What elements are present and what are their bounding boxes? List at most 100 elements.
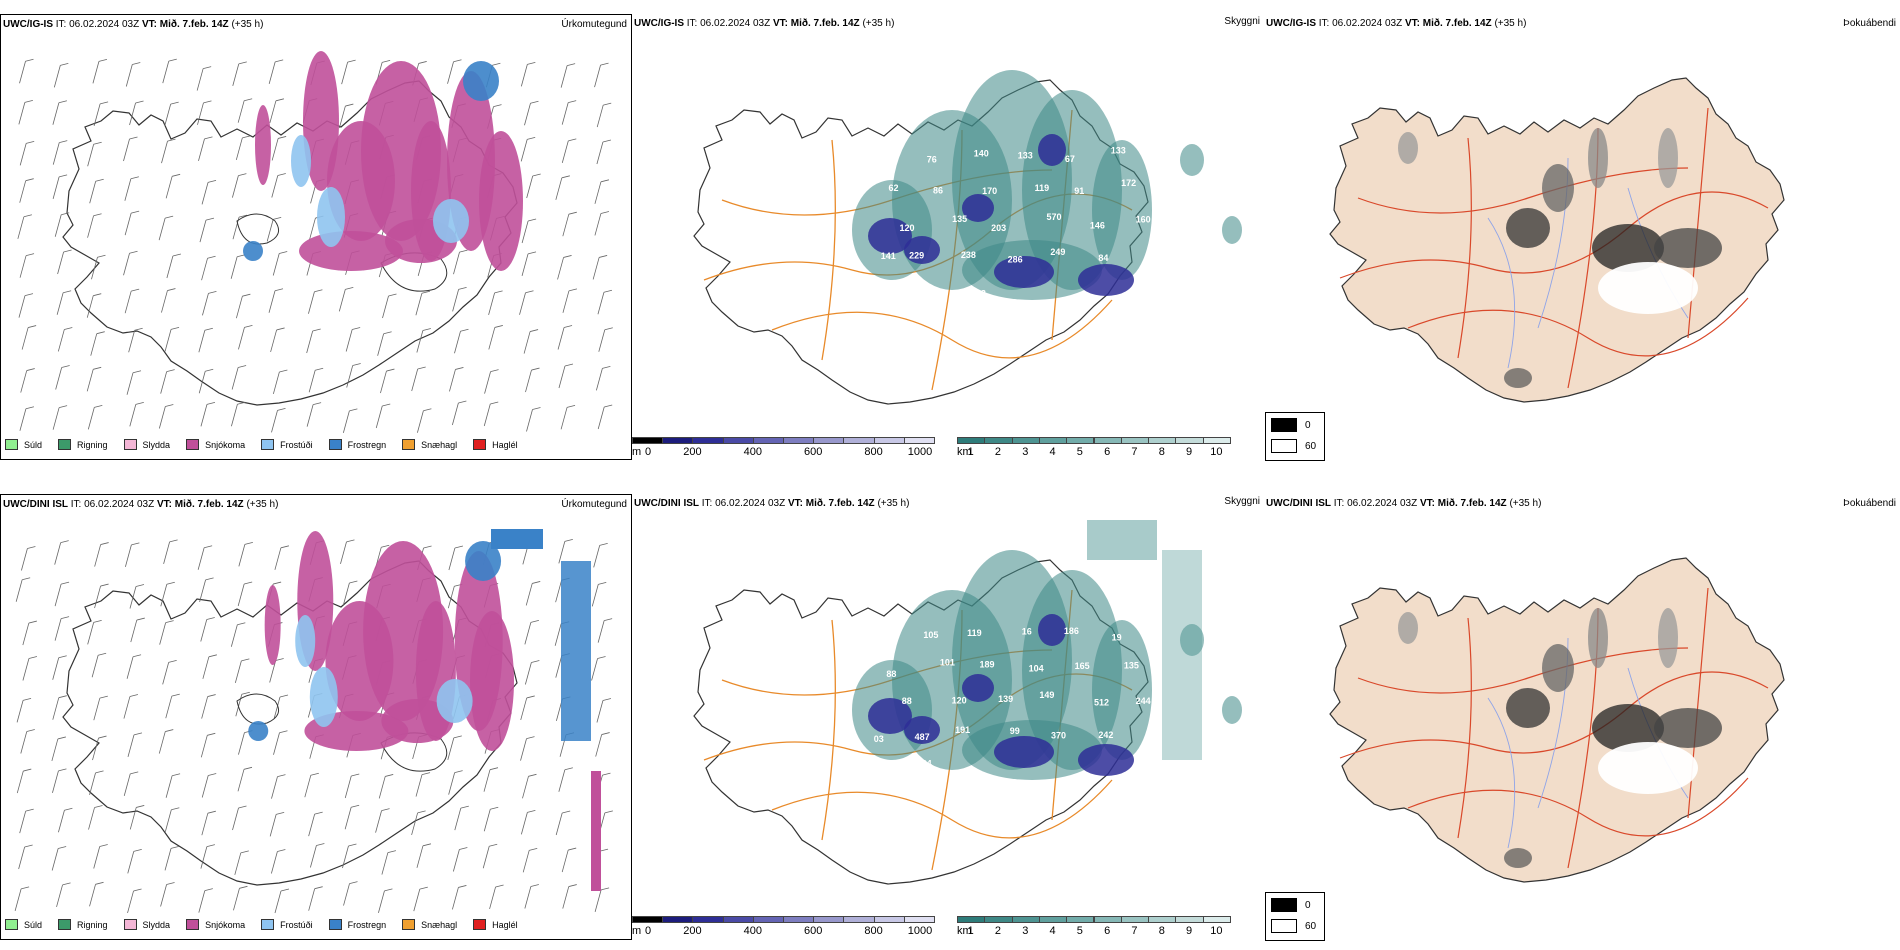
panel-type-label: Úrkomutegund xyxy=(561,19,627,30)
legend-item: Rigning xyxy=(58,919,108,930)
iceland-map-layer xyxy=(17,51,613,434)
visibility-value-label: 16 xyxy=(1022,627,1032,637)
fog-legend-swatch xyxy=(1271,898,1297,912)
colorbar-tick-label: 1 xyxy=(967,925,974,937)
legend-label: Súld xyxy=(24,919,43,930)
fog-index-field xyxy=(1398,128,1722,388)
colorbar-tick-label: 6 xyxy=(1104,446,1111,458)
legend-item: Slydda xyxy=(123,439,170,450)
colorbar-segment xyxy=(752,437,784,444)
colorbar-tick-label: 200 xyxy=(683,446,702,458)
fog-legend-label: 0 xyxy=(1305,419,1311,431)
height-colorbar: m 0 200 400 600 800 1000 xyxy=(632,916,935,940)
colorbar-segment xyxy=(632,437,664,444)
precip-map xyxy=(17,51,613,434)
legend-swatch xyxy=(261,439,275,450)
visibility-value-label: 165 xyxy=(1075,661,1090,671)
colorbar-tick-label: 200 xyxy=(683,925,702,937)
colorbar-segment xyxy=(662,916,694,923)
visibility-value-label: 101 xyxy=(940,658,955,668)
visibility-value-label: 570 xyxy=(1047,212,1062,222)
colorbar-segment xyxy=(1148,437,1177,444)
legend-item: Rigning xyxy=(58,439,108,450)
colorbar-segment xyxy=(1011,916,1040,923)
colorbar-tick-label: 600 xyxy=(804,446,823,458)
panel-type-label: Skyggni xyxy=(1224,496,1260,507)
colorbar-tick-label: 0 xyxy=(644,925,652,937)
colorbar-segment xyxy=(692,437,724,444)
legend-swatch xyxy=(261,919,275,930)
visibility-map: 80 105 119 16 186 19 88 101 189 104 165 135 88 120 139… xyxy=(693,520,1242,885)
legend-item: Súld xyxy=(5,919,42,930)
legend-swatch xyxy=(328,439,342,450)
iceland-map-layer xyxy=(1329,77,1785,403)
legend-item: Frostregn xyxy=(328,919,386,930)
colorbar-segment xyxy=(1120,916,1150,923)
visibility-colorbar: km 1 2 3 4 5 6 7 8 9 10 xyxy=(957,437,1231,461)
colorbar-segment xyxy=(632,916,664,923)
visibility-value-label: 80 xyxy=(882,627,892,637)
panel-type-label: Úrkomutegund xyxy=(561,499,627,510)
visibility-value-label: 88 xyxy=(902,696,912,706)
visibility-value-label: 120 xyxy=(900,223,915,233)
precip-map xyxy=(14,529,613,914)
visibility-value-label: 149 xyxy=(1039,690,1054,700)
colorbar-tick-label: 10 xyxy=(1210,925,1223,937)
legend-swatch xyxy=(402,439,416,450)
colorbar-tick-label: 600 xyxy=(804,925,823,937)
colorbar-tick-label: 2 xyxy=(994,446,1001,458)
colorbar-segment xyxy=(1148,916,1177,923)
legend-item: Frostúði xyxy=(261,919,313,930)
roads xyxy=(1339,587,1769,869)
visibility-value-label: 238 xyxy=(961,250,976,260)
wind-barbs xyxy=(17,58,613,434)
visibility-value-label: 286 xyxy=(1008,254,1023,264)
legend-swatch xyxy=(186,439,200,450)
legend-label: Rigning xyxy=(77,919,108,930)
iceland-map-layer: 70 76 140 133 67 133 62 86 170 119 91 172 120 135 203 5… xyxy=(693,70,1242,405)
visibility-value-label: 242 xyxy=(1098,730,1113,740)
legend-label: Frostúði xyxy=(280,439,313,450)
visibility-value-label: 370 xyxy=(1051,731,1066,741)
visibility-value-label: 135 xyxy=(952,214,967,224)
fog-legend-label: 60 xyxy=(1305,440,1317,452)
legend-item: Frostúði xyxy=(261,439,313,450)
colorbar-unit: m xyxy=(632,446,642,458)
visibility-value-label: 203 xyxy=(991,223,1006,233)
visibility-value-label: 67 xyxy=(1065,154,1075,164)
legend-item: Haglél xyxy=(473,919,518,930)
visibility-value-labels: 80 105 119 16 186 19 88 101 189 104 165 135 88 120 139… xyxy=(874,626,1151,780)
visibility-field xyxy=(852,520,1242,780)
visibility-field xyxy=(852,70,1242,300)
panel-type-label: Þokuábendi xyxy=(1843,498,1896,509)
visibility-value-label: 119 xyxy=(1035,183,1050,193)
colorbar-segment xyxy=(1202,916,1231,923)
colorbar-tick-label: 2 xyxy=(994,925,1001,937)
colorbar-tick-label: 9 xyxy=(1185,925,1193,937)
colorbar-tick-label: 5 xyxy=(1076,446,1083,458)
precip-type-panel-2: UWC/DINI ISL IT: 06.02.2024 03Z VT: Mið.… xyxy=(0,494,632,940)
fog-map xyxy=(1329,77,1785,403)
colorbar-segment xyxy=(957,437,986,444)
colorbar-tick-label: 1000 xyxy=(907,925,933,937)
fog-legend-swatch xyxy=(1271,418,1297,432)
legend-label: Snæhagl xyxy=(421,439,458,450)
legend-label: Haglél xyxy=(492,439,518,450)
colorbar-tick-label: 400 xyxy=(743,925,762,937)
legend-item: Haglél xyxy=(473,439,518,450)
colorbar-segment xyxy=(984,916,1013,923)
legend-label: Haglél xyxy=(492,919,518,930)
fog-legend: 0 60 xyxy=(1265,892,1325,941)
legend-swatch xyxy=(473,919,487,930)
colorbar-segment xyxy=(1011,437,1040,444)
colorbar-tick-label: 3 xyxy=(1022,925,1029,937)
colorbar-tick-label: 4 xyxy=(1049,446,1056,458)
colorbar-tick-label: 8 xyxy=(1158,925,1165,937)
precip-areas xyxy=(243,51,523,271)
colorbar-segment xyxy=(662,437,694,444)
colorbar-unit: m xyxy=(632,925,642,937)
legend-label: Rigning xyxy=(77,439,108,450)
legend-swatch xyxy=(186,919,200,930)
fog-legend-item: 60 xyxy=(1271,919,1316,933)
colorbar-segment xyxy=(1120,437,1150,444)
